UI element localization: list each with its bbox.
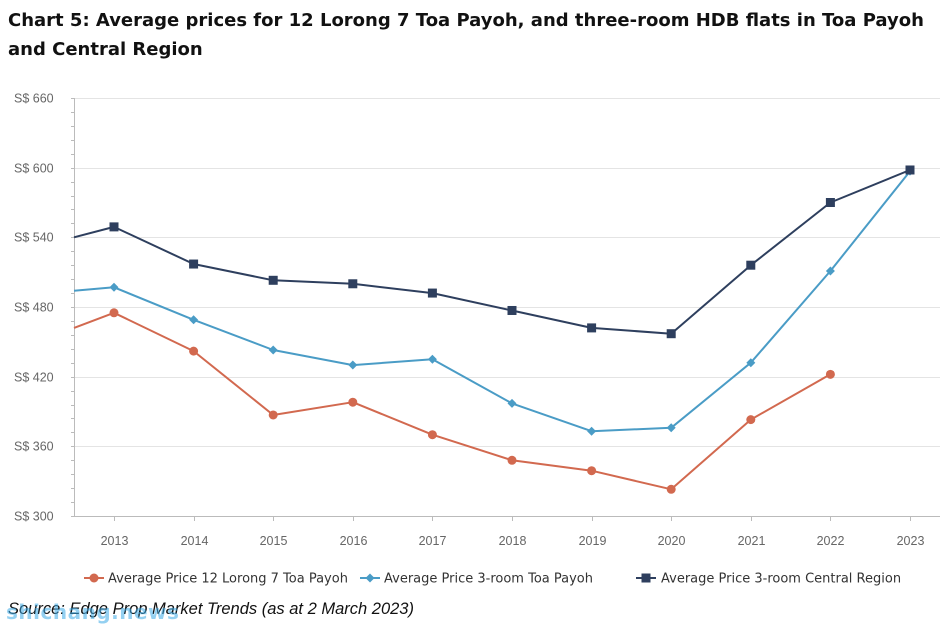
data-point[interactable] — [109, 222, 119, 232]
legend[interactable]: Average Price 12 Lorong 7 Toa Payoh Avera… — [84, 572, 901, 587]
x-tick-label: 2018 — [499, 534, 527, 548]
x-tick-label: 2017 — [419, 534, 447, 548]
data-point[interactable] — [507, 455, 517, 465]
data-point[interactable] — [189, 259, 199, 269]
x-tick-label: 2020 — [658, 534, 686, 548]
series-1 — [73, 308, 835, 494]
data-point[interactable] — [825, 198, 835, 207]
data-point[interactable] — [427, 288, 437, 298]
data-point[interactable] — [189, 346, 199, 356]
data-point[interactable] — [109, 282, 119, 292]
grid-lines — [74, 98, 940, 447]
legend-item[interactable]: Average Price 3-room Central Region — [636, 572, 901, 587]
data-point[interactable] — [427, 430, 437, 440]
series-line — [73, 169, 911, 335]
y-tick-label: S$ 660 — [14, 92, 54, 106]
data-point[interactable] — [348, 397, 358, 407]
series-line — [73, 170, 911, 433]
x-tick-label: 2023 — [897, 534, 925, 548]
x-tick-label: 2022 — [817, 534, 845, 548]
data-point[interactable] — [427, 354, 437, 364]
x-tick-label: 2021 — [738, 534, 766, 548]
y-tick-label: S$ 360 — [14, 440, 54, 454]
legend-label: Average Price 12 Lorong 7 Toa Payoh — [108, 572, 348, 587]
legend-label: Average Price 3-room Toa Payoh — [384, 572, 593, 587]
y-tick-label: S$ 420 — [14, 371, 54, 385]
data-point[interactable] — [587, 466, 597, 476]
data-point[interactable] — [348, 360, 358, 370]
series-line — [73, 311, 831, 491]
x-tick-label: 2014 — [181, 534, 209, 548]
source-note: Source: Edge Prop Market Trends (as at 2… — [8, 600, 414, 618]
y-tick-label: S$ 600 — [14, 162, 54, 176]
x-tick-label: 2015 — [260, 534, 288, 548]
chart-title: Chart 5: Average prices for 12 Lorong 7 … — [8, 10, 924, 60]
data-point[interactable] — [666, 329, 676, 339]
y-tick-label: S$ 480 — [14, 301, 54, 315]
series-2 — [73, 166, 915, 436]
legend-item[interactable]: Average Price 3-room Toa Payoh — [360, 572, 593, 587]
data-point[interactable] — [189, 315, 199, 325]
data-point[interactable] — [825, 266, 835, 276]
axes — [71, 98, 940, 517]
data-point[interactable] — [905, 165, 915, 175]
legend-swatch-marker[interactable] — [641, 573, 651, 583]
data-point[interactable] — [666, 423, 676, 433]
x-tick-label: 2013 — [101, 534, 129, 548]
x-axis-ticks: 2013 2014 2015 2016 2017 2018 2019 2020 2021 2022… — [101, 516, 925, 548]
data-point[interactable] — [268, 345, 278, 355]
data-point[interactable] — [268, 410, 278, 420]
legend-label: Average Price 3-room Central Region — [661, 572, 901, 587]
data-point[interactable] — [507, 305, 517, 315]
y-tick-label: S$ 540 — [14, 231, 54, 245]
data-point[interactable] — [348, 279, 358, 289]
x-tick-label: 2019 — [579, 534, 607, 548]
x-tick-label: 2016 — [340, 534, 368, 548]
legend-item[interactable]: Average Price 12 Lorong 7 Toa Payoh — [84, 572, 348, 587]
series-3 — [73, 165, 915, 339]
data-point[interactable] — [268, 275, 278, 285]
data-point[interactable] — [666, 484, 676, 494]
legend-swatch-marker[interactable] — [365, 573, 375, 583]
data-point[interactable] — [746, 260, 756, 270]
data-point[interactable] — [746, 415, 756, 425]
data-point[interactable] — [825, 369, 835, 379]
data-point[interactable] — [587, 323, 597, 333]
data-point[interactable] — [109, 308, 119, 318]
data-point[interactable] — [507, 398, 517, 408]
y-axis-ticks: S$ 300 S$ 360 S$ 420 S$ 480 S$ 540 S$ 600 S$ 6… — [14, 92, 54, 524]
y-tick-label: S$ 300 — [14, 510, 54, 524]
data-point[interactable] — [746, 358, 756, 368]
series-lines — [73, 165, 915, 494]
legend-swatch-marker[interactable] — [89, 573, 99, 583]
data-point[interactable] — [587, 426, 597, 436]
